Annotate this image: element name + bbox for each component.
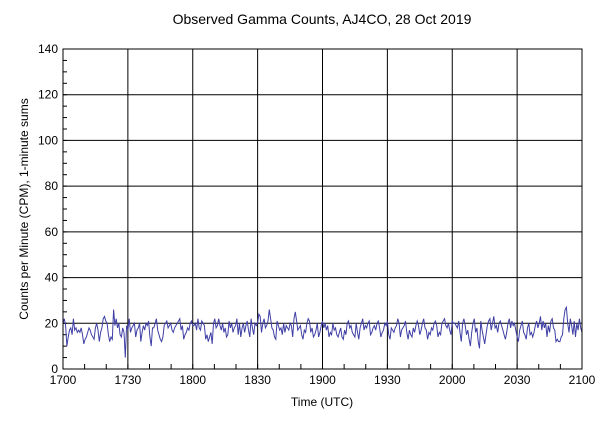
- series-layer: [62, 305, 583, 358]
- y-tick-label: 40: [45, 271, 59, 285]
- x-tick-label: 2030: [504, 373, 531, 387]
- x-tick-label: 2100: [569, 373, 596, 387]
- x-tick-label: 1700: [50, 373, 77, 387]
- y-tick-label: 120: [38, 88, 58, 102]
- y-tick-label: 140: [38, 42, 58, 56]
- y-tick-label: 100: [38, 133, 58, 147]
- y-tick-label: 60: [45, 225, 59, 239]
- series-line-cpm: [62, 305, 583, 358]
- x-tick-labels: 1700 1730 1800 1830 1900 1930 2000 2030 2100: [50, 373, 596, 387]
- x-tick-label: 1800: [179, 373, 206, 387]
- y-tick-label: 20: [45, 316, 59, 330]
- y-tick-labels: 0 20 40 60 80 100 120 140: [38, 42, 58, 376]
- y-tick-label: 0: [51, 362, 58, 376]
- x-axis-label: Time (UTC): [291, 395, 353, 409]
- x-tick-label: 1900: [309, 373, 336, 387]
- x-tick-label: 1830: [244, 373, 271, 387]
- y-tick-label: 80: [45, 179, 59, 193]
- plot-frame: [62, 48, 583, 370]
- chart-title: Observed Gamma Counts, AJ4CO, 28 Oct 201…: [173, 11, 472, 27]
- x-tick-label: 1730: [115, 373, 142, 387]
- x-tick-label: 1930: [374, 373, 401, 387]
- x-tick-label: 2000: [439, 373, 466, 387]
- y-axis-label: Counts per Minute (CPM), 1-minute sums: [17, 98, 31, 319]
